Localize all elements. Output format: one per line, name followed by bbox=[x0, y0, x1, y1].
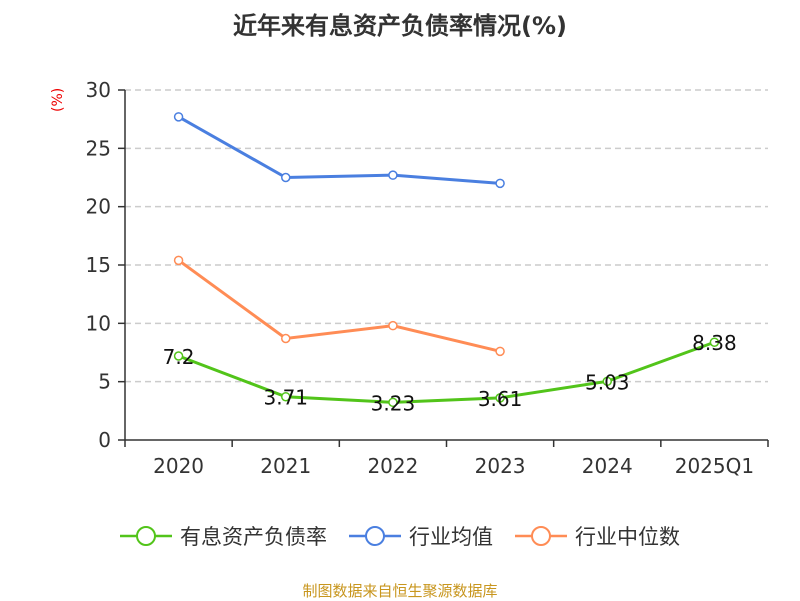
data-point bbox=[495, 178, 505, 189]
series-line bbox=[177, 259, 501, 353]
data-point bbox=[281, 333, 291, 344]
data-point bbox=[281, 391, 291, 402]
chart-title: 近年来有息资产负债率情况(%) bbox=[233, 12, 567, 40]
data-label: 7.2 bbox=[163, 345, 195, 369]
source-footer: 制图数据来自恒生聚源数据库 bbox=[302, 582, 498, 600]
legend-marker-icon bbox=[349, 526, 401, 546]
data-point bbox=[709, 337, 720, 347]
legend-item[interactable]: 有息资产负债率 bbox=[120, 521, 327, 551]
x-tick-label: 2025Q1 bbox=[675, 454, 754, 478]
data-point bbox=[602, 376, 612, 387]
x-tick-label: 2023 bbox=[475, 454, 526, 478]
y-tick-label: 25 bbox=[86, 136, 111, 160]
data-label: 3.71 bbox=[263, 386, 308, 410]
y-tick-label: 0 bbox=[98, 428, 111, 452]
legend-label: 行业中位数 bbox=[575, 525, 680, 549]
legend-item[interactable]: 行业中位数 bbox=[515, 521, 680, 551]
data-label: 5.03 bbox=[585, 370, 630, 394]
legend-marker-icon bbox=[120, 526, 172, 546]
legend-item[interactable]: 行业均值 bbox=[349, 521, 493, 551]
series-line bbox=[177, 115, 501, 185]
x-tick-label: 2020 bbox=[153, 454, 204, 478]
data-point bbox=[173, 255, 184, 266]
y-tick-label: 5 bbox=[98, 370, 111, 394]
data-point bbox=[281, 172, 291, 183]
y-tick-label: 10 bbox=[86, 311, 111, 335]
x-tick-label: 2024 bbox=[582, 454, 633, 478]
data-label: 3.61 bbox=[478, 387, 523, 411]
legend-label: 有息资产负债率 bbox=[180, 525, 327, 549]
y-tick-label: 20 bbox=[86, 195, 111, 219]
legend-label: 行业均值 bbox=[409, 525, 493, 549]
data-point bbox=[388, 170, 398, 180]
x-tick-label: 2021 bbox=[260, 454, 311, 478]
data-point bbox=[388, 397, 398, 408]
data-point bbox=[495, 393, 505, 403]
data-point bbox=[495, 346, 505, 357]
data-label: 8.38 bbox=[692, 331, 737, 355]
legend-marker-icon bbox=[515, 526, 567, 546]
legend: 有息资产负债率 行业均值 行业中位数 bbox=[0, 521, 800, 551]
data-point bbox=[173, 112, 184, 122]
data-point bbox=[388, 320, 398, 331]
y-tick-label: 30 bbox=[86, 78, 111, 102]
y-tick-label: 15 bbox=[86, 253, 111, 277]
series-line bbox=[178, 340, 715, 404]
data-label: 3.23 bbox=[371, 391, 416, 415]
x-tick-label: 2022 bbox=[367, 454, 418, 478]
data-point bbox=[173, 351, 184, 361]
